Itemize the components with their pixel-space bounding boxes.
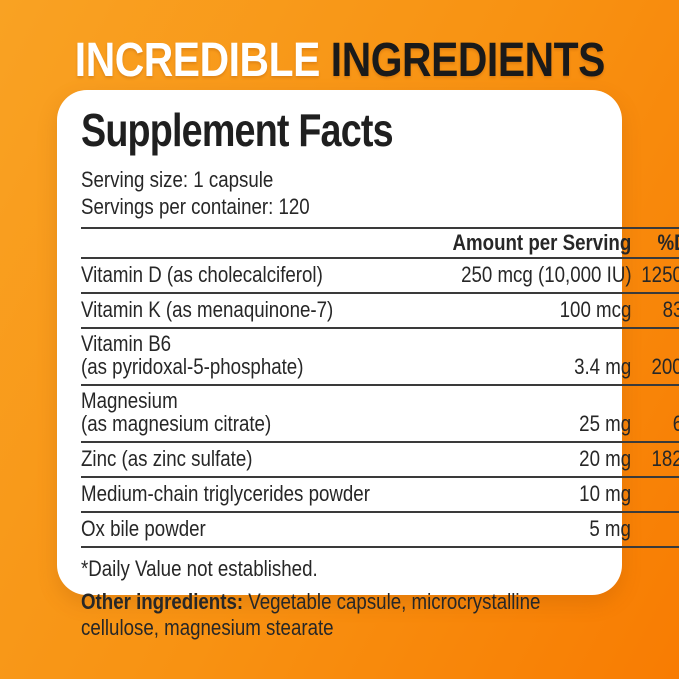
table-row: Vitamin K (as menaquinone-7) 100 mcg 83% — [81, 293, 679, 329]
serving-size-line: Serving size: 1 capsule — [81, 167, 274, 192]
table-row: Magnesium(as magnesium citrate) 25 mg 6% — [81, 385, 679, 443]
ingredient-name: Magnesium (as magnesium citrate) — [81, 385, 421, 443]
daily-value-footnote: *Daily Value not established. — [81, 556, 318, 581]
column-header-ingredient — [81, 228, 421, 259]
ingredient-amount: 20 mg — [420, 442, 632, 478]
ingredient-dv: 83% — [631, 293, 679, 329]
headline-word-incredible: INCREDIBLE — [74, 34, 320, 87]
ingredient-dv: * — [631, 477, 679, 513]
ingredient-dv: 1250% — [631, 258, 679, 294]
other-ingredients-text: Vegetable capsule, microcrystalline cell… — [81, 589, 541, 640]
other-ingredients-label: Other ingredients: — [81, 589, 244, 614]
column-header-dv: %DV — [631, 228, 679, 259]
table-header-row: Amount per Serving %DV — [81, 228, 679, 259]
headline-word-ingredients: INGREDIENTS — [330, 34, 605, 87]
ingredient-name: Zinc (as zinc sulfate) — [81, 442, 421, 478]
ingredient-amount: 3.4 mg — [420, 328, 632, 386]
ingredient-name: Ox bile powder — [81, 512, 421, 548]
ingredient-dv: 182% — [631, 442, 679, 478]
column-header-amount: Amount per Serving — [420, 228, 632, 259]
ingredient-name: Medium-chain triglycerides powder — [81, 477, 421, 513]
headline: INCREDIBLE INGREDIENTS — [0, 0, 679, 90]
servings-per-container-line: Servings per container: 120 — [81, 194, 310, 219]
ingredient-amount: 5 mg — [420, 512, 632, 548]
ingredient-amount: 10 mg — [420, 477, 632, 513]
ingredient-amount: 250 mcg (10,000 IU) — [420, 258, 632, 294]
other-ingredients: Other ingredients: Vegetable capsule, mi… — [81, 589, 598, 641]
supplement-facts-table: Amount per Serving %DV Vitamin D (as cho… — [81, 227, 679, 548]
panel-title: Supplement Facts — [81, 104, 394, 156]
table-row: Zinc (as zinc sulfate) 20 mg 182% — [81, 442, 679, 478]
table-row: Vitamin D (as cholecalciferol) 250 mcg (… — [81, 258, 679, 294]
table-row: Medium-chain triglycerides powder 10 mg … — [81, 477, 679, 513]
ingredient-dv: 200% — [631, 328, 679, 386]
ingredient-name: Vitamin B6 (as pyridoxal-5-phosphate) — [81, 328, 421, 386]
ingredient-amount: 100 mcg — [420, 293, 632, 329]
table-row: Vitamin B6 (as pyridoxal-5-phosphate) 3.4… — [81, 328, 679, 386]
ingredient-name: Vitamin D (as cholecalciferol) — [81, 258, 421, 294]
ingredient-dv: * — [631, 512, 679, 548]
ingredient-amount: 25 mg — [420, 385, 632, 443]
ingredient-dv: 6% — [631, 385, 679, 443]
table-row: Ox bile powder 5 mg * — [81, 512, 679, 548]
supplement-facts-panel: Supplement Facts Serving size: 1 capsule… — [57, 90, 679, 640]
ingredient-name: Vitamin K (as menaquinone-7) — [81, 293, 421, 329]
